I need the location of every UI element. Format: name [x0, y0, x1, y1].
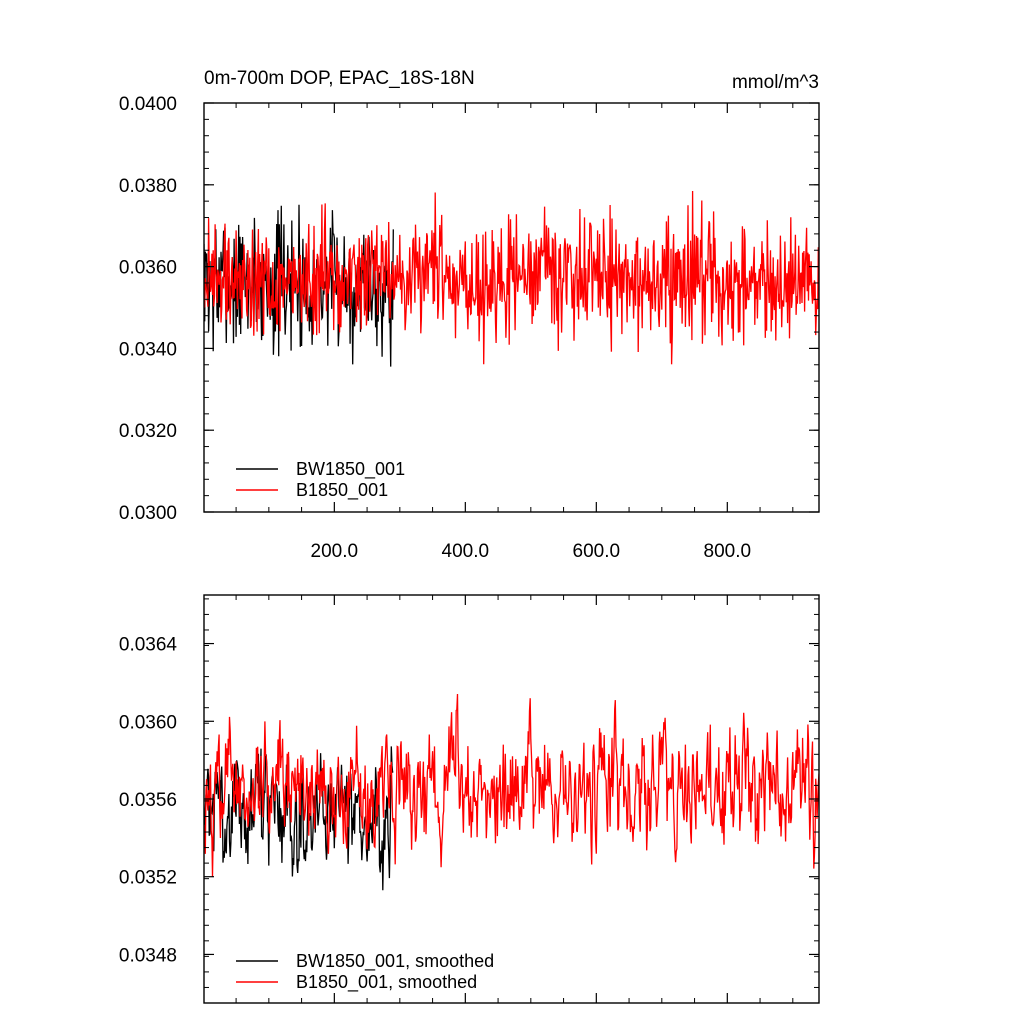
legend-label: BW1850_001, smoothed	[296, 951, 494, 972]
y-tick-label: 0.0352	[119, 868, 177, 889]
y-tick-label: 0.0320	[119, 421, 177, 442]
x-tick-label: 600.0	[573, 541, 621, 562]
legend-label: BW1850_001	[296, 459, 405, 480]
y-tick-label: 0.0360	[119, 258, 177, 279]
top-series-group	[204, 190, 819, 367]
legend-label: B1850_001	[296, 480, 388, 501]
x-tick-label: 400.0	[442, 541, 490, 562]
bottom-axes: 0.0348 0.0352 0.0356 0.0360 0.0364	[119, 594, 820, 1004]
x-tick-label: 800.0	[704, 541, 752, 562]
y-tick-label: 0.0300	[119, 503, 177, 524]
units-label: mmol/m^3	[732, 72, 819, 93]
y-tick-label: 0.0348	[119, 945, 177, 966]
y-tick-label: 0.0360	[119, 712, 177, 733]
series-line-b1850-001	[204, 190, 819, 365]
y-tick-label: 0.0356	[119, 790, 177, 811]
bottom-series-group	[204, 693, 819, 891]
y-tick-label: 0.0400	[119, 94, 177, 115]
y-tick-label: 0.0364	[119, 635, 178, 656]
y-tick-label: 0.0380	[119, 176, 177, 197]
plot-frame	[203, 102, 820, 513]
series-line-b1850-001-smoothed	[204, 693, 819, 878]
series-line-bw1850-001-smoothed	[204, 746, 394, 891]
top-panel: 0m-700m DOP, EPAC_18S-18N mmol/m^3 0.030…	[119, 68, 820, 562]
x-tick-label: 200.0	[311, 541, 359, 562]
y-tick-label: 0.0340	[119, 339, 177, 360]
bottom-panel: 0.0348 0.0352 0.0356 0.0360 0.0364 BW1850_00…	[119, 594, 820, 1004]
legend-label: B1850_001, smoothed	[296, 972, 477, 993]
top-axes: 0.0300 0.0320 0.0340 0.0360 0.0380 0.0400 200.…	[119, 94, 820, 562]
chart-title: 0m-700m DOP, EPAC_18S-18N	[204, 68, 475, 89]
